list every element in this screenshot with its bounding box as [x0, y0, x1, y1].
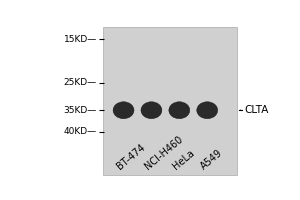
Text: 15KD—: 15KD— [64, 35, 97, 44]
Text: A549: A549 [199, 148, 224, 172]
Text: HeLa: HeLa [171, 148, 196, 172]
Text: NCI-H460: NCI-H460 [143, 134, 184, 172]
Text: 25KD—: 25KD— [64, 78, 97, 87]
Text: BT-474: BT-474 [115, 142, 147, 172]
Ellipse shape [169, 102, 190, 119]
Ellipse shape [113, 102, 134, 119]
Ellipse shape [197, 102, 218, 119]
Text: CLTA: CLTA [244, 105, 269, 115]
Text: 35KD—: 35KD— [64, 106, 97, 115]
Text: 40KD—: 40KD— [64, 127, 97, 136]
Ellipse shape [141, 102, 162, 119]
Bar [103, 27, 238, 175]
